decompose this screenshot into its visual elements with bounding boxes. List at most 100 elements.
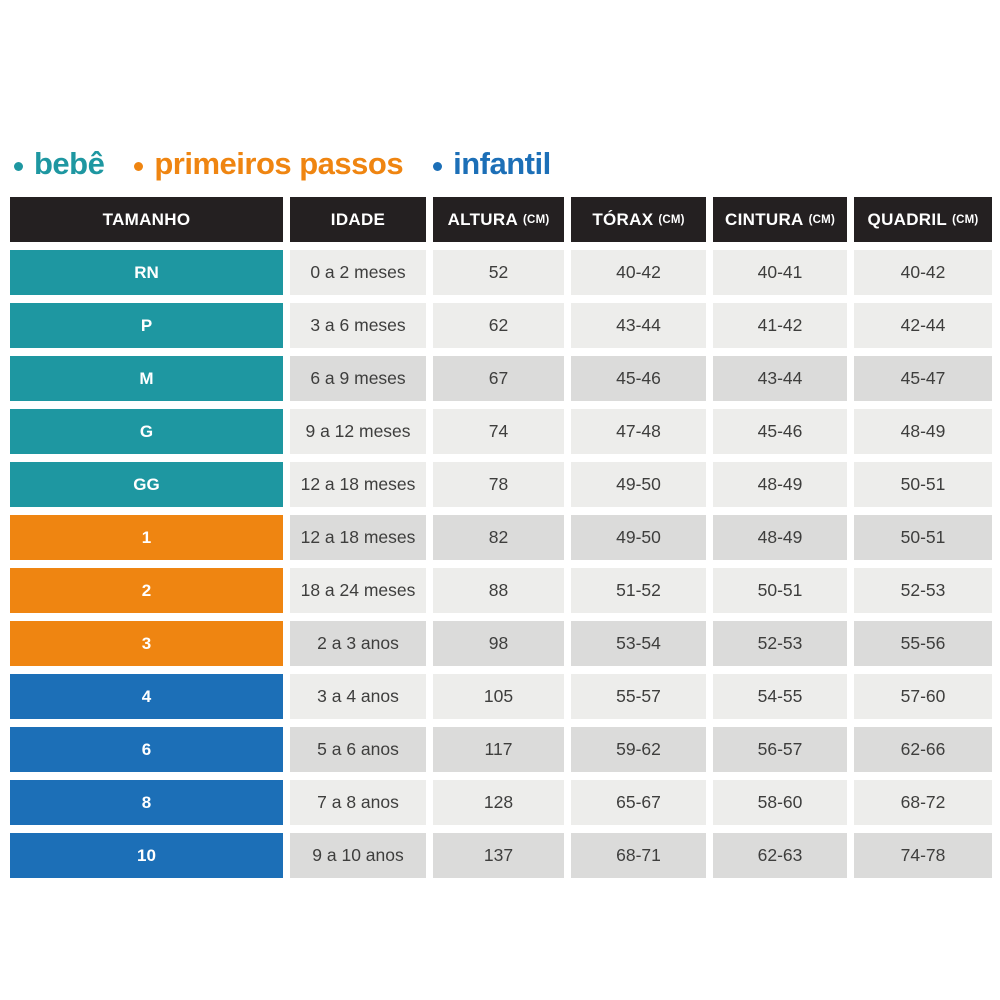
data-cell-idade: 7 a 8 anos [290,780,426,825]
data-cell-quadril: 42-44 [854,303,992,348]
size-cell: 2 [10,568,283,613]
data-cell-quadril: 55-56 [854,621,992,666]
data-cell-cintura: 54-55 [713,674,847,719]
data-cell-idade: 12 a 18 meses [290,515,426,560]
data-cell-altura: 74 [433,409,564,454]
legend-label: primeiros passos [154,146,404,181]
data-cell-torax: 51-52 [571,568,706,613]
legend: bebê primeiros passos infantil [14,146,551,182]
data-cell-idade: 5 a 6 anos [290,727,426,772]
legend-item-primeiros-passos: primeiros passos [134,146,404,182]
legend-item-bebe: bebê [14,146,105,182]
data-cell-altura: 78 [433,462,564,507]
data-cell-idade: 3 a 4 anos [290,674,426,719]
column-header-quadril: QUADRIL (CM) [854,197,992,242]
bullet-dot-icon [14,161,23,171]
data-cell-torax: 68-71 [571,833,706,878]
data-cell-cintura: 48-49 [713,462,847,507]
size-cell: 3 [10,621,283,666]
data-cell-quadril: 52-53 [854,568,992,613]
data-cell-idade: 9 a 10 anos [290,833,426,878]
data-cell-idade: 3 a 6 meses [290,303,426,348]
column-header-tamanho: TAMANHO [10,197,283,242]
data-cell-cintura: 48-49 [713,515,847,560]
data-cell-torax: 40-42 [571,250,706,295]
data-cell-torax: 65-67 [571,780,706,825]
size-table: TAMANHO IDADE ALTURA (CM) TÓRAX (CM) CIN… [10,197,992,878]
data-cell-idade: 0 a 2 meses [290,250,426,295]
data-cell-altura: 117 [433,727,564,772]
size-cell: G [10,409,283,454]
data-cell-cintura: 56-57 [713,727,847,772]
bullet-dot-icon [433,161,443,171]
size-cell: GG [10,462,283,507]
column-header-altura: ALTURA (CM) [433,197,564,242]
column-header-unit: (CM) [808,213,835,226]
data-cell-torax: 45-46 [571,356,706,401]
size-cell: P [10,303,283,348]
column-header-label: TAMANHO [102,209,191,229]
column-header-label: IDADE [330,209,386,229]
data-cell-quadril: 45-47 [854,356,992,401]
data-cell-torax: 47-48 [571,409,706,454]
size-cell: RN [10,250,283,295]
data-cell-quadril: 57-60 [854,674,992,719]
legend-item-infantil: infantil [433,146,551,182]
data-cell-cintura: 45-46 [713,409,847,454]
data-cell-altura: 62 [433,303,564,348]
data-cell-idade: 6 a 9 meses [290,356,426,401]
bullet-dot-icon [134,161,144,171]
column-header-idade: IDADE [290,197,426,242]
column-header-label: QUADRIL [867,209,948,229]
legend-label: bebê [34,146,105,181]
size-cell: 8 [10,780,283,825]
data-cell-cintura: 40-41 [713,250,847,295]
data-cell-altura: 67 [433,356,564,401]
data-cell-quadril: 68-72 [854,780,992,825]
data-cell-torax: 53-54 [571,621,706,666]
data-cell-altura: 98 [433,621,564,666]
column-header-torax: TÓRAX (CM) [571,197,706,242]
data-cell-altura: 88 [433,568,564,613]
data-cell-idade: 9 a 12 meses [290,409,426,454]
data-cell-cintura: 43-44 [713,356,847,401]
column-header-label: ALTURA [447,209,519,229]
column-header-label: TÓRAX [592,209,654,229]
size-cell: 4 [10,674,283,719]
data-cell-torax: 55-57 [571,674,706,719]
column-header-cintura: CINTURA (CM) [713,197,847,242]
data-cell-quadril: 40-42 [854,250,992,295]
data-cell-cintura: 52-53 [713,621,847,666]
data-cell-cintura: 58-60 [713,780,847,825]
size-cell: M [10,356,283,401]
data-cell-quadril: 74-78 [854,833,992,878]
size-cell: 1 [10,515,283,560]
data-cell-torax: 49-50 [571,462,706,507]
data-cell-quadril: 48-49 [854,409,992,454]
column-header-label: CINTURA [725,209,804,229]
data-cell-torax: 49-50 [571,515,706,560]
data-cell-altura: 82 [433,515,564,560]
size-cell: 6 [10,727,283,772]
data-cell-cintura: 62-63 [713,833,847,878]
size-cell: 10 [10,833,283,878]
data-cell-cintura: 50-51 [713,568,847,613]
data-cell-altura: 105 [433,674,564,719]
data-cell-altura: 128 [433,780,564,825]
column-header-unit: (CM) [523,213,550,226]
data-cell-idade: 12 a 18 meses [290,462,426,507]
legend-label: infantil [453,146,551,181]
data-cell-cintura: 41-42 [713,303,847,348]
column-header-unit: (CM) [658,213,685,226]
data-cell-idade: 18 a 24 meses [290,568,426,613]
data-cell-altura: 137 [433,833,564,878]
data-cell-quadril: 62-66 [854,727,992,772]
data-cell-torax: 59-62 [571,727,706,772]
data-cell-quadril: 50-51 [854,462,992,507]
data-cell-torax: 43-44 [571,303,706,348]
data-cell-idade: 2 a 3 anos [290,621,426,666]
column-header-unit: (CM) [952,213,979,226]
data-cell-altura: 52 [433,250,564,295]
data-cell-quadril: 50-51 [854,515,992,560]
